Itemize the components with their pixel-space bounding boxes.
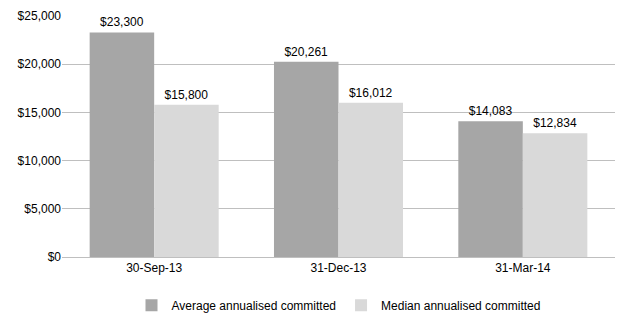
svg-text:Median annualised committed: Median annualised committed [381,299,540,313]
svg-text:31-Mar-14: 31-Mar-14 [495,261,551,275]
svg-text:$5,000: $5,000 [24,202,61,216]
svg-text:$20,261: $20,261 [284,45,328,59]
svg-text:$23,300: $23,300 [100,15,144,29]
svg-text:$0: $0 [48,250,62,264]
svg-text:$10,000: $10,000 [18,154,62,168]
svg-text:$20,000: $20,000 [18,57,62,71]
svg-text:$12,834: $12,834 [533,116,577,130]
svg-text:$15,800: $15,800 [165,88,209,102]
svg-text:$25,000: $25,000 [18,9,62,23]
svg-text:31-Dec-13: 31-Dec-13 [310,261,366,275]
svg-text:$15,000: $15,000 [18,106,62,120]
svg-text:$14,083: $14,083 [469,104,513,118]
svg-text:Average annualised committed: Average annualised committed [172,299,337,313]
svg-text:30-Sep-13: 30-Sep-13 [126,261,182,275]
svg-text:$16,012: $16,012 [349,86,393,100]
